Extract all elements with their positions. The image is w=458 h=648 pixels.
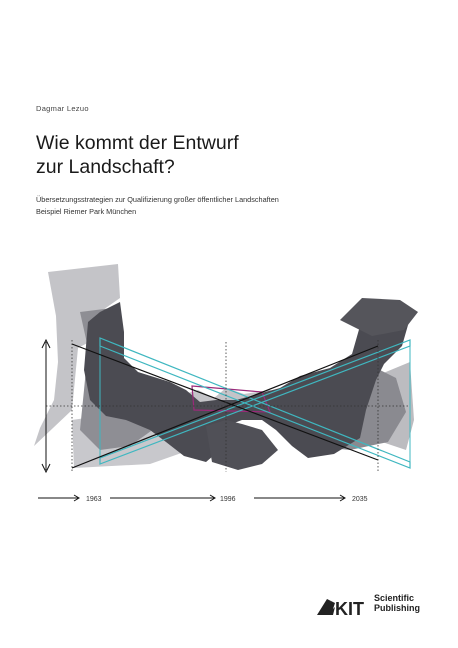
publisher-name: Scientific Publishing xyxy=(374,593,420,613)
landscape-diagram: 1963 1996 2035 xyxy=(34,264,418,503)
kit-logo-text: KIT xyxy=(335,599,364,619)
author: Dagmar Lezuo xyxy=(36,104,89,113)
title-line-1: Wie kommt der Entwurf xyxy=(36,132,239,154)
silhouette-dark-main xyxy=(84,302,410,462)
timeline-arrow-1-head xyxy=(73,494,80,502)
black-line-2 xyxy=(71,345,379,469)
timeline-arrow-3-head xyxy=(339,494,346,502)
kit-logo: KIT xyxy=(317,599,364,619)
timeline-year-2: 1996 xyxy=(220,496,236,503)
publisher-line-1: Scientific xyxy=(374,593,415,603)
silhouette-light-left xyxy=(34,264,120,446)
silhouette-dark-right-top xyxy=(340,298,418,336)
book-subtitle: Übersetzungsstrategien zur Qualifizierun… xyxy=(36,194,279,218)
vertical-arrow-bottom-head xyxy=(41,463,51,474)
black-line-1 xyxy=(71,343,379,461)
title-line-2: zur Landschaft? xyxy=(36,156,175,178)
vertical-arrow-top-head xyxy=(41,338,51,349)
subtitle-line-2: Beispiel Riemer Park München xyxy=(36,207,137,216)
subtitle-line-1: Übersetzungsstrategien zur Qualifizierun… xyxy=(36,195,279,204)
timeline-arrow-2-head xyxy=(209,494,216,502)
timeline-year-3: 2035 xyxy=(352,496,368,503)
publisher-line-2: Publishing xyxy=(374,603,420,613)
book-title: Wie kommt der Entwurf zur Landschaft? xyxy=(36,131,239,179)
silhouette-dark-bottom xyxy=(206,420,278,470)
kit-logo-mark xyxy=(317,599,335,615)
timeline-year-1: 1963 xyxy=(86,496,102,503)
magenta-outline xyxy=(191,385,271,413)
